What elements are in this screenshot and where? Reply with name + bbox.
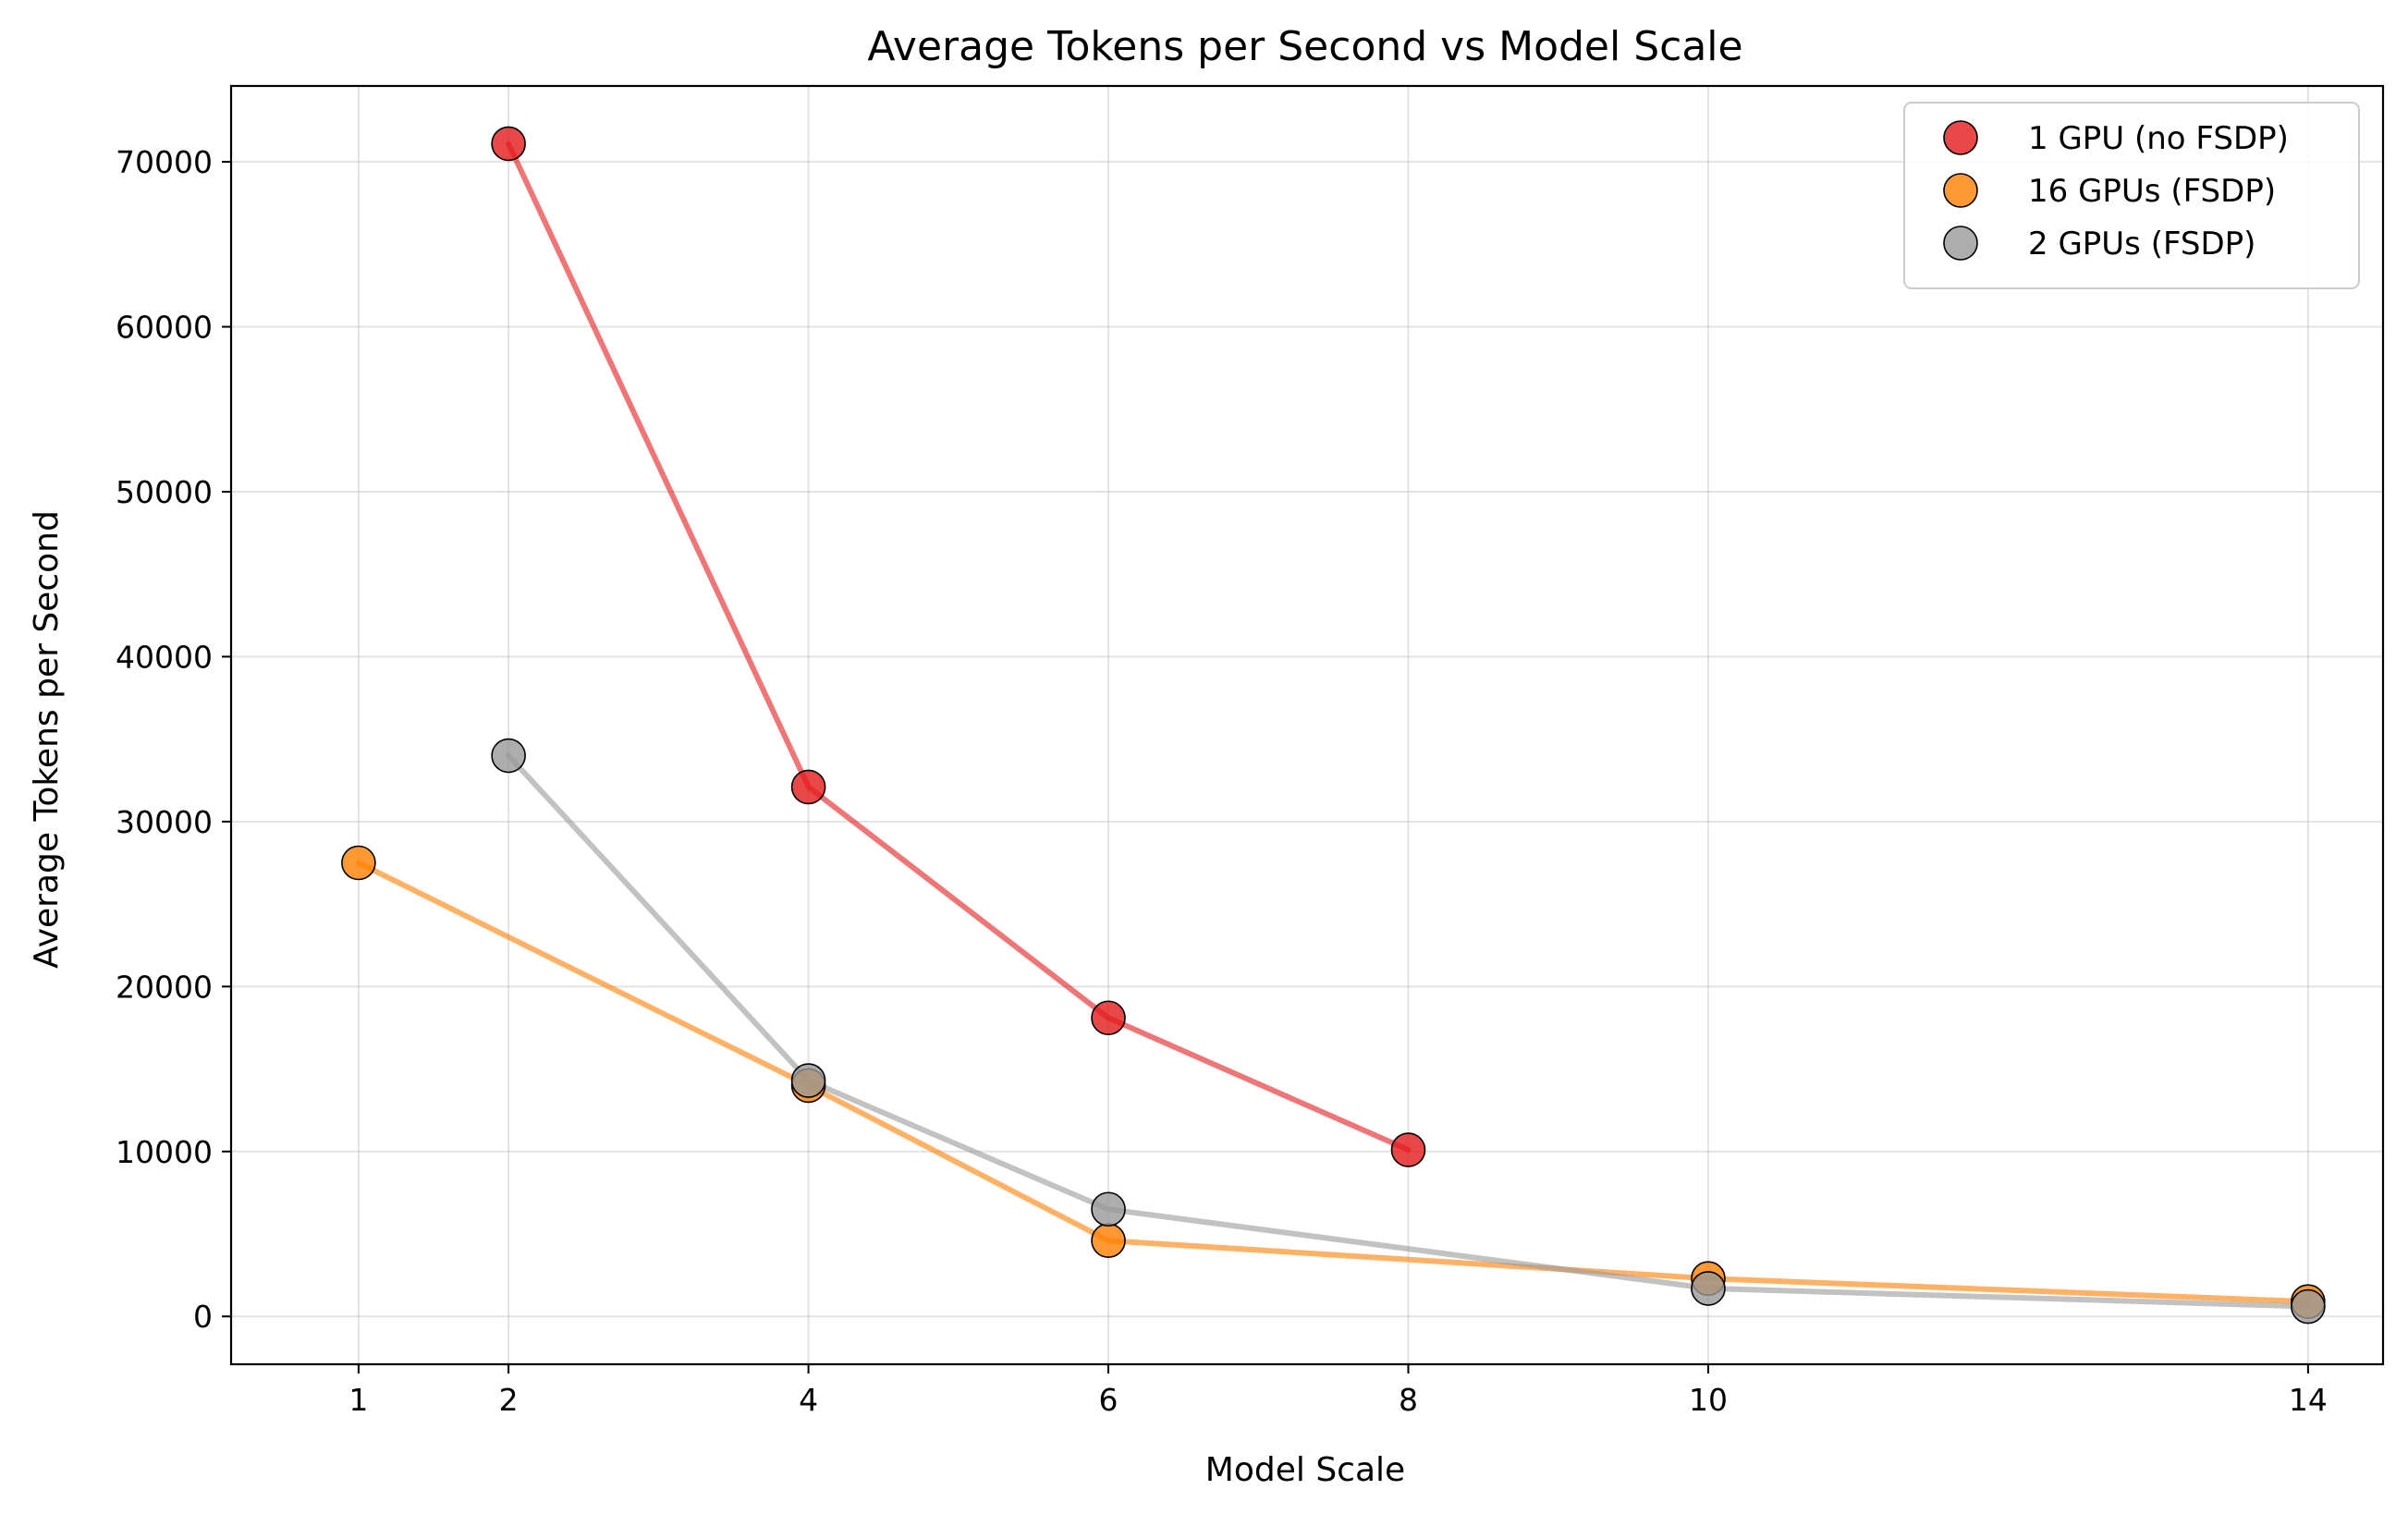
data-point bbox=[341, 845, 376, 881]
data-point bbox=[790, 1063, 826, 1098]
y-tick-label: 30000 bbox=[116, 804, 213, 840]
legend-label: 16 GPUs (FSDP) bbox=[2028, 173, 2276, 210]
data-point bbox=[1091, 1191, 1126, 1227]
data-point bbox=[491, 126, 526, 162]
legend: 1 GPU (no FSDP) 16 GPUs (FSDP) 2 GPUs (FSD… bbox=[1903, 102, 2360, 289]
legend-marker bbox=[1943, 120, 1978, 155]
y-axis: 0 10000 20000 30000 40000 50000 60000 70000 bbox=[116, 144, 231, 1335]
data-point bbox=[2291, 1288, 2326, 1325]
series-lines bbox=[355, 140, 2311, 1310]
data-point bbox=[1091, 1000, 1126, 1036]
data-point bbox=[790, 769, 826, 805]
plot-frame bbox=[229, 84, 2385, 1366]
series-line-1 bbox=[355, 860, 2311, 1305]
series-line-0 bbox=[506, 140, 1412, 1153]
data-point bbox=[1390, 1132, 1426, 1167]
x-axis-label: Model Scale bbox=[1205, 1451, 1405, 1489]
y-tick-label: 50000 bbox=[116, 474, 213, 510]
x-axis: 1 2 4 6 8 10 14 bbox=[348, 1364, 2328, 1418]
series-points bbox=[341, 126, 2326, 1325]
legend-marker bbox=[1943, 226, 1978, 261]
y-axis-label: Average Tokens per Second bbox=[28, 510, 66, 969]
x-tick-label: 1 bbox=[348, 1382, 368, 1418]
x-tick-label: 10 bbox=[1689, 1382, 1728, 1418]
legend-marker bbox=[1943, 173, 1978, 208]
legend-box bbox=[1903, 102, 2360, 289]
chart-title: Average Tokens per Second vs Model Scale bbox=[867, 23, 1742, 70]
legend-label: 2 GPUs (FSDP) bbox=[2028, 226, 2255, 263]
x-tick-label: 6 bbox=[1099, 1382, 1118, 1418]
data-point bbox=[491, 738, 526, 774]
data-point bbox=[1691, 1271, 1726, 1306]
y-tick-label: 60000 bbox=[116, 310, 213, 346]
y-tick-label: 0 bbox=[193, 1299, 213, 1335]
y-tick-label: 40000 bbox=[116, 639, 213, 675]
y-tick-label: 10000 bbox=[116, 1134, 213, 1170]
data-point bbox=[1091, 1223, 1126, 1258]
x-tick-label: 14 bbox=[2289, 1382, 2328, 1418]
y-tick-label: 70000 bbox=[116, 144, 213, 180]
x-tick-label: 8 bbox=[1399, 1382, 1418, 1418]
grid bbox=[231, 86, 2383, 1364]
legend-label: 1 GPU (no FSDP) bbox=[2028, 120, 2289, 157]
x-tick-label: 2 bbox=[499, 1382, 519, 1418]
y-tick-label: 20000 bbox=[116, 969, 213, 1005]
x-tick-label: 4 bbox=[799, 1382, 818, 1418]
